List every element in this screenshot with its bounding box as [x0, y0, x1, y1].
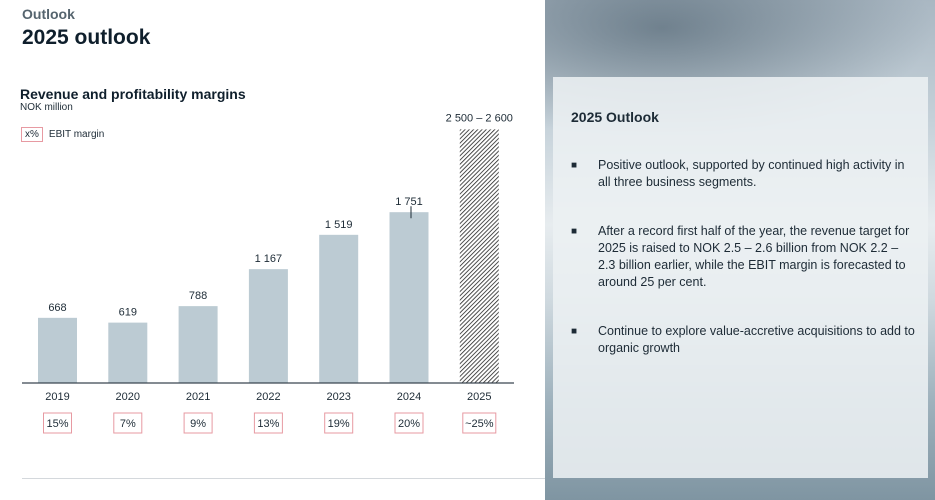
bar-value-label: 2 500 – 2 600 [446, 112, 513, 124]
page-eyebrow: Outlook [22, 6, 75, 22]
bar [108, 322, 148, 383]
x-tick-label: 2024 [397, 391, 421, 403]
bar [38, 317, 77, 383]
ebit-margin-label: 9% [190, 418, 206, 430]
ebit-margin-box [324, 412, 354, 434]
bullet-icon: ■ [571, 160, 578, 171]
bar [178, 306, 218, 383]
ebit-margin-label: 20% [398, 418, 420, 430]
legend-label: EBIT margin [48, 129, 105, 140]
ebit-margin-label: 7% [120, 418, 136, 430]
legend-margin-box: x% [21, 127, 43, 142]
bullet-text: Continue to explore value-accretive acqu… [598, 324, 915, 355]
bullet-icon: ■ [571, 226, 578, 237]
ebit-margin-box [183, 412, 213, 434]
ebit-margin-label: 15% [46, 418, 68, 430]
outlook-bullet: ■ After a record first half of the year,… [571, 223, 916, 291]
forecast-bar [459, 129, 499, 383]
bar-value-label: 1 167 [255, 253, 283, 265]
outlook-panel: 2025 Outlook ■ Positive outlook, support… [553, 77, 928, 478]
bar [248, 269, 288, 383]
bar-value-label: 668 [48, 302, 66, 314]
outlook-bullet: ■ Continue to explore value-accretive ac… [571, 323, 916, 357]
panel-title: 2025 Outlook [571, 109, 659, 125]
bar-value-label: 619 [119, 307, 137, 319]
ebit-margin-box [462, 412, 497, 434]
footer-divider [22, 478, 545, 479]
ebit-margin-box [113, 412, 143, 434]
revenue-bar-chart: 668 2019 15% 619 2020 7% 788 2021 9% 1 167 2022 13%… [22, 112, 514, 434]
bullet-icon: ■ [571, 326, 578, 337]
x-tick-label: 2020 [116, 391, 140, 403]
x-tick-label: 2022 [256, 391, 280, 403]
ebit-margin-box [253, 412, 283, 434]
outlook-bullet: ■ Positive outlook, supported by continu… [571, 157, 916, 191]
ebit-margin-label: 13% [257, 418, 279, 430]
bar-value-label: 1 519 [325, 219, 353, 231]
ebit-margin-box [43, 412, 72, 434]
x-tick-label: 2019 [45, 391, 69, 403]
bullet-text: Positive outlook, supported by continued… [598, 158, 905, 189]
chart-unit: NOK million [20, 102, 73, 113]
bullet-text: After a record first half of the year, t… [598, 224, 910, 289]
ebit-margin-label: ~25% [465, 418, 494, 430]
ebit-margin-box [394, 412, 424, 434]
bar-value-label: 788 [189, 290, 207, 302]
bar [389, 212, 429, 383]
ebit-margin-label: 19% [328, 418, 350, 430]
bar [319, 234, 359, 383]
x-tick-label: 2023 [326, 391, 350, 403]
x-tick-label: 2021 [186, 391, 210, 403]
x-tick-label: 2025 [467, 391, 491, 403]
legend: x% EBIT margin [21, 127, 104, 142]
page-title: 2025 outlook [22, 26, 151, 49]
chart-title: Revenue and profitability margins [20, 86, 246, 102]
bar-value-label: 1 751 [395, 196, 423, 208]
